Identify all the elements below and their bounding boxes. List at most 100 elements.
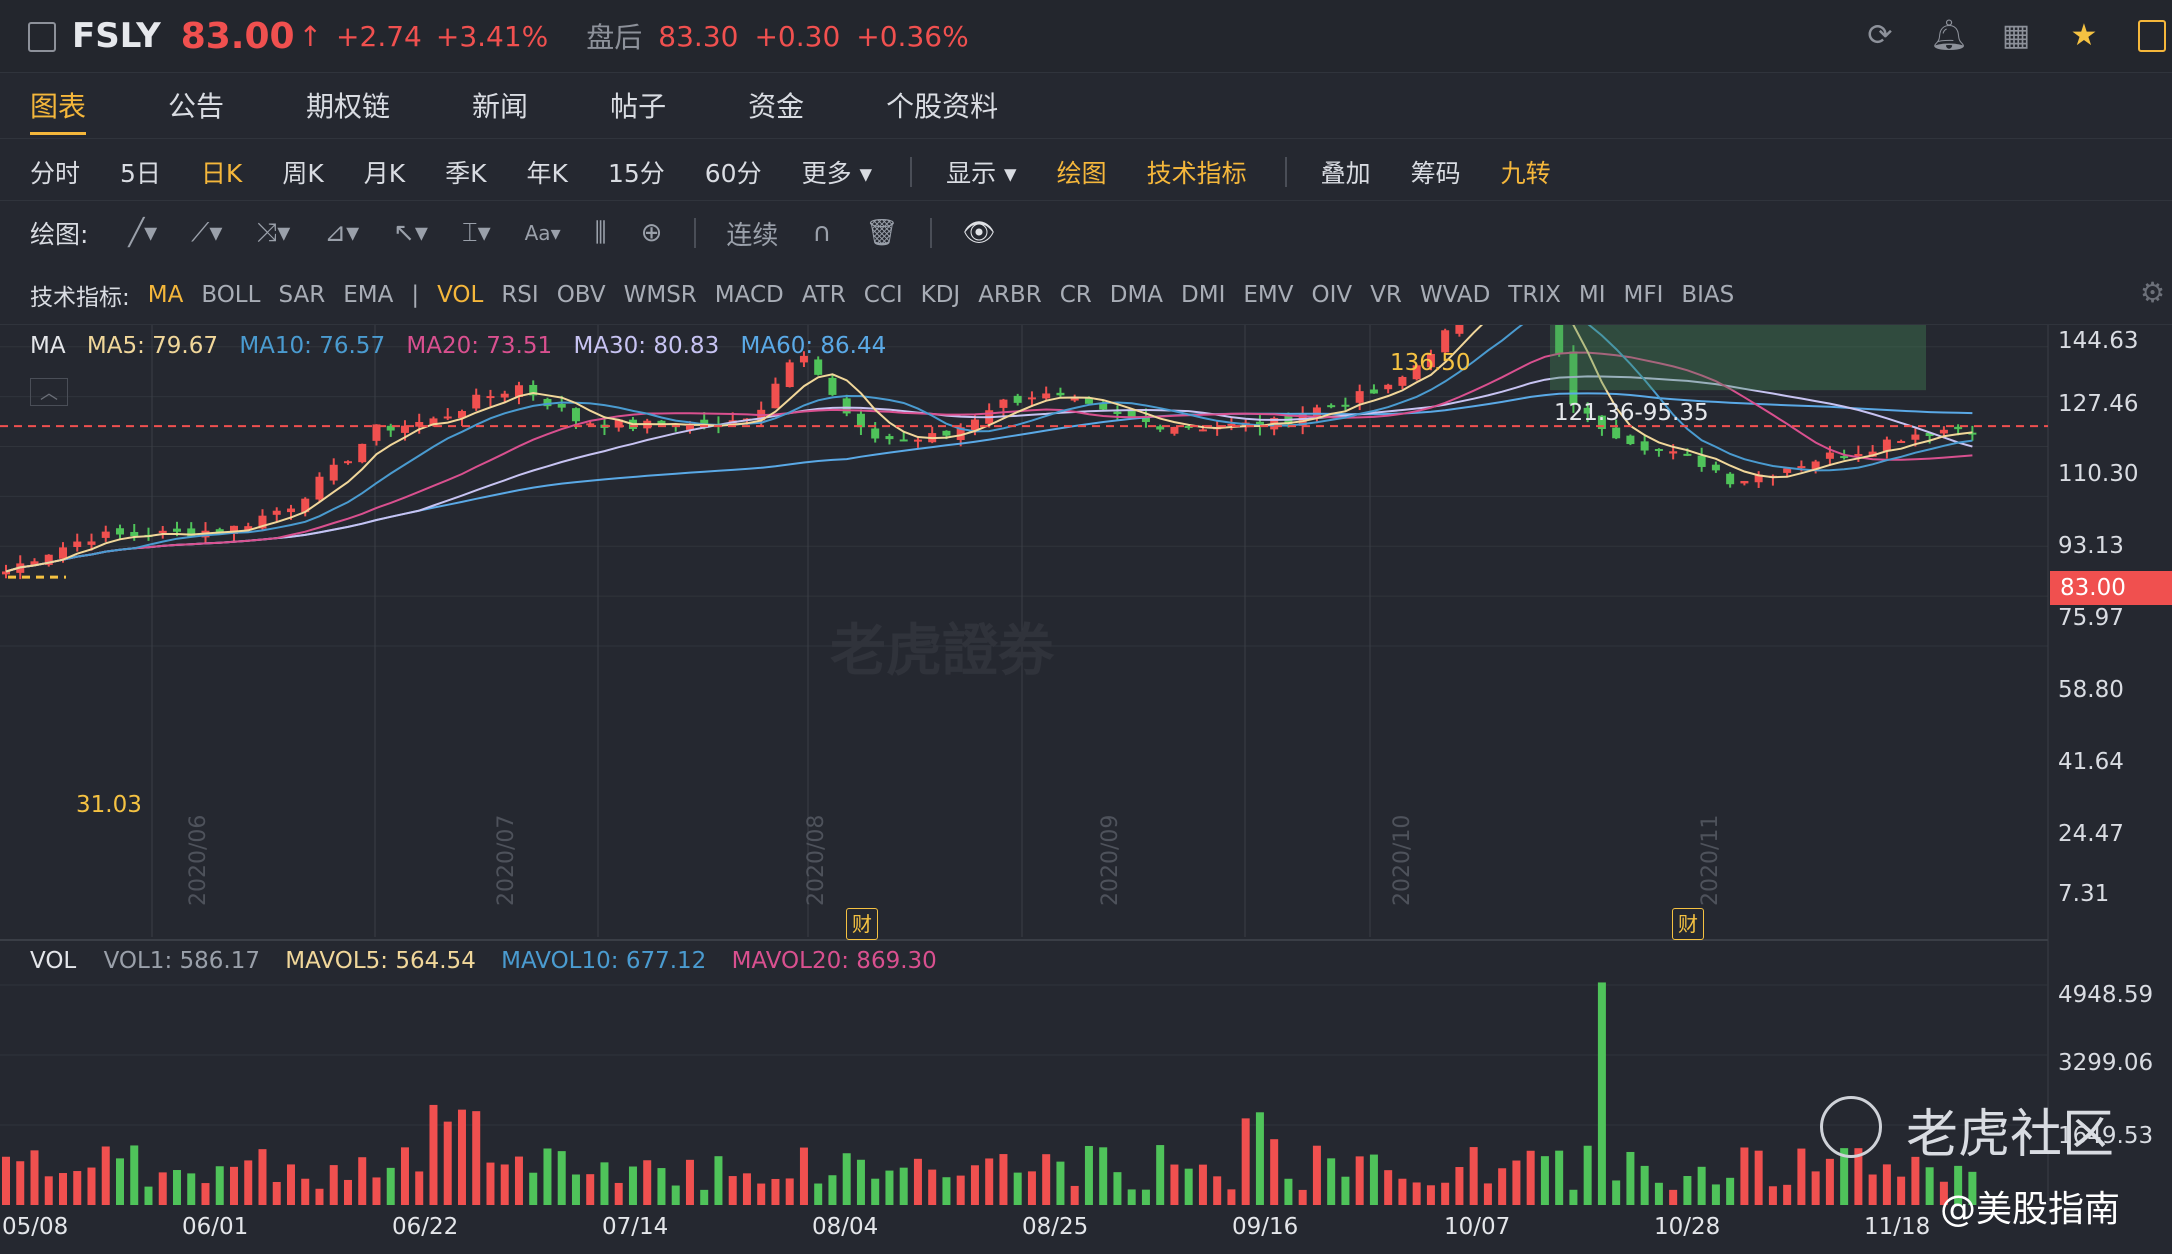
eye-icon[interactable]: 👁︎ [962,218,996,248]
zoom-icon[interactable]: ⊕ [640,218,663,248]
candle-body [1384,384,1393,390]
fib-tool-icon[interactable]: ⊿▾ [324,218,360,248]
tab-chart[interactable]: 图表 [30,85,87,135]
tab-announcements[interactable]: 公告 [168,90,225,123]
indicator-atr[interactable]: ATR [801,282,846,308]
candle-body [443,416,452,419]
arrow-tool-icon[interactable]: ↖▾ [393,218,428,248]
volume-bar [16,1161,25,1205]
continuous-draw-button[interactable]: 连续 [726,220,779,251]
indicator-arbr[interactable]: ARBR [978,282,1042,308]
volume-bar [529,1172,538,1205]
tab-posts[interactable]: 帖子 [610,90,667,123]
candle-body [1740,480,1749,484]
overlay-button[interactable]: 叠加 [1320,159,1371,188]
indicator-obv[interactable]: OBV [556,282,606,308]
indicator-mi[interactable]: MI [1578,282,1606,308]
volume-bar [58,1173,67,1205]
grid-icon[interactable]: ▦ [2001,18,2031,53]
candle-body [1056,392,1065,396]
tab-capital[interactable]: 资金 [748,90,805,123]
wave-tool-icon[interactable]: ⤨▾ [256,217,291,248]
indicator-vr[interactable]: VR [1370,282,1402,308]
tab-news[interactable]: 新闻 [472,90,529,123]
indicator-wmsr[interactable]: WMSR [623,282,697,308]
indicator-ma[interactable]: MA [147,282,184,308]
period-60min[interactable]: 60分 [704,159,762,188]
indicator-cr[interactable]: CR [1059,282,1092,308]
indicator-emv[interactable]: EMV [1243,282,1294,308]
settings-gear-icon[interactable]: ⚙ [2140,276,2166,309]
candle-body [1555,325,1564,354]
period-more[interactable]: 更多 ▾ [801,159,873,188]
indicator-oiv[interactable]: OIV [1311,282,1353,308]
candle-body [1825,452,1834,459]
candle-body [429,418,438,426]
indicator-wvad[interactable]: WVAD [1419,282,1491,308]
tab-profile[interactable]: 个股资料 [886,90,999,123]
indicator-sar[interactable]: SAR [278,282,326,308]
star-icon[interactable]: ★ [2070,18,2098,53]
panel-toggle-icon[interactable] [2138,20,2166,52]
volume-bar [1127,1189,1136,1205]
tab-options[interactable]: 期权链 [306,90,391,123]
indicator-dma[interactable]: DMA [1109,282,1164,308]
indicator-boll[interactable]: BOLL [201,282,261,308]
refresh-icon[interactable]: ⟳ [1867,18,1893,53]
period-5day[interactable]: 5日 [120,159,161,188]
text-tool-icon[interactable]: Aa▾ [524,221,561,245]
candle-body [130,531,139,537]
period-daily[interactable]: 日K [200,159,243,188]
sidebar-toggle-icon[interactable] [28,22,56,52]
period-15min[interactable]: 15分 [607,159,665,188]
indicator-macd[interactable]: MACD [714,282,784,308]
volume-bar [1882,1164,1891,1205]
indicator-cci[interactable]: CCI [863,282,903,308]
ma30-value: MA30: 80.83 [573,333,720,359]
volume-bar [1341,1176,1350,1205]
candle-body [514,385,523,397]
indicator-kdj[interactable]: KDJ [920,282,961,308]
date-tick: 10/07 [1444,1214,1511,1240]
display-menu[interactable]: 显示 ▾ [946,159,1017,188]
chips-button[interactable]: 筹码 [1410,159,1461,188]
volume-bar [842,1153,851,1205]
magnet-icon[interactable]: ∩ [812,218,832,248]
kline-chart[interactable] [0,325,2172,1254]
indicator-mfi[interactable]: MFI [1623,282,1664,308]
price-tick: 7.31 [2058,881,2110,907]
indicator-rsi[interactable]: RSI [501,282,539,308]
indicator-vol[interactable]: VOL [437,282,484,308]
volume-bar [329,1165,338,1205]
earnings-marker[interactable]: 财 [846,908,878,940]
period-monthly[interactable]: 月K [363,159,406,188]
measure-tool-icon[interactable]: ⌶▾ [461,217,491,248]
indicator-trix[interactable]: TRIX [1508,282,1561,308]
nine-turn-button[interactable]: 九转 [1500,159,1551,188]
period-intraday[interactable]: 分时 [30,159,81,188]
earnings-marker[interactable]: 财 [1672,908,1704,940]
trash-icon[interactable]: 🗑︎ [865,218,899,248]
indicator-bias[interactable]: BIAS [1681,282,1735,308]
tiger-logo-icon [1820,1096,1882,1158]
channel-tool-icon[interactable]: ⟋▾ [191,217,223,248]
indicator-dmi[interactable]: DMI [1181,282,1226,308]
candle-body [386,425,395,431]
candle-body [1654,448,1663,451]
period-weekly[interactable]: 周K [282,159,324,188]
candle-body [1369,389,1378,394]
draw-label: 绘图: [30,220,89,249]
volume-bar [87,1167,96,1205]
indicator-ema[interactable]: EMA [343,282,394,308]
candle-tool-icon[interactable]: ⫼ [594,217,607,248]
candle-body [828,377,837,395]
period-yearly[interactable]: 年K [526,159,568,188]
bell-icon[interactable]: 🔔︎ [1930,18,1969,53]
line-tool-icon[interactable]: ╱▾ [128,218,158,248]
candle-body [899,439,908,442]
period-quarterly[interactable]: 季K [445,159,487,188]
tech-indicator-toggle[interactable]: 技术指标 [1146,159,1247,188]
volume-bar [999,1154,1008,1205]
draw-toggle[interactable]: 绘图 [1056,159,1107,188]
collapse-icon[interactable]: ︿ [30,378,68,406]
